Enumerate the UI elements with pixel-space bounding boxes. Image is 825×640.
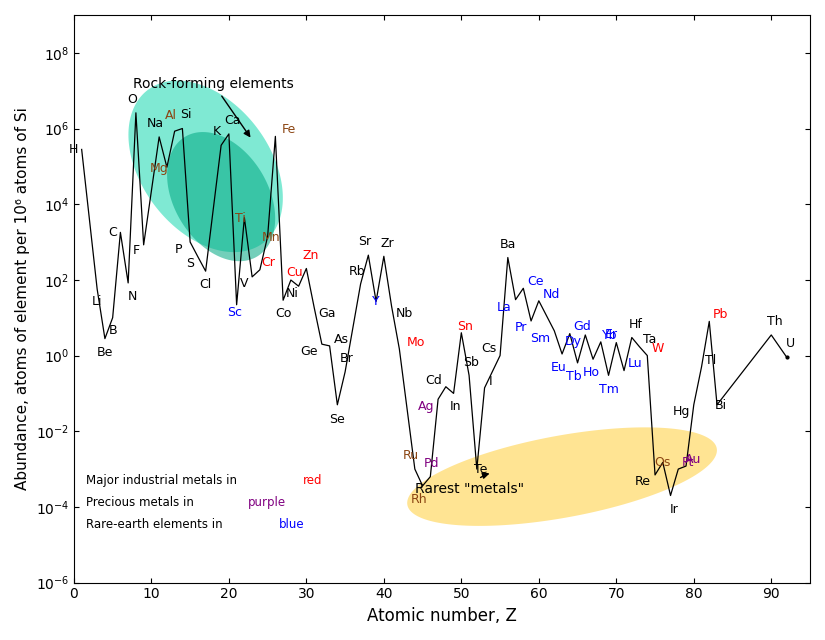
Text: blue: blue — [279, 518, 305, 531]
Text: Precious metals in: Precious metals in — [86, 496, 197, 509]
Text: Tb: Tb — [566, 370, 582, 383]
Text: Cu: Cu — [286, 266, 303, 279]
Text: Dy: Dy — [564, 335, 582, 348]
Text: In: In — [450, 401, 461, 413]
Text: F: F — [133, 244, 139, 257]
Text: Hf: Hf — [629, 318, 643, 331]
Text: Bi: Bi — [714, 399, 727, 412]
Text: Au: Au — [685, 453, 701, 466]
Text: Te: Te — [474, 463, 488, 476]
Text: Rh: Rh — [410, 493, 427, 506]
Text: Ag: Ag — [417, 399, 434, 413]
Text: Mg: Mg — [150, 162, 168, 175]
Text: Ce: Ce — [527, 275, 544, 288]
Text: Sc: Sc — [228, 307, 243, 319]
Text: C: C — [108, 226, 116, 239]
Text: Gd: Gd — [573, 321, 592, 333]
Text: Pr: Pr — [515, 321, 527, 334]
Text: Ta: Ta — [644, 333, 657, 346]
Text: Pb: Pb — [713, 308, 728, 321]
Text: Li: Li — [92, 295, 102, 308]
Text: H: H — [68, 143, 78, 156]
Y-axis label: Abundance, atoms of element per 10⁶ atoms of Si: Abundance, atoms of element per 10⁶ atom… — [15, 108, 30, 490]
Text: Pt: Pt — [682, 456, 695, 469]
Text: Ca: Ca — [224, 114, 241, 127]
Text: Cr: Cr — [262, 257, 276, 269]
Text: Ho: Ho — [583, 366, 600, 379]
Text: K: K — [213, 125, 221, 138]
Text: U: U — [786, 337, 795, 350]
Text: N: N — [127, 290, 137, 303]
Text: Hg: Hg — [672, 405, 690, 418]
X-axis label: Atomic number, Z: Atomic number, Z — [367, 607, 517, 625]
Text: Y: Y — [372, 295, 380, 308]
Text: Si: Si — [181, 108, 192, 121]
Text: Major industrial metals in: Major industrial metals in — [86, 474, 240, 487]
Text: Sm: Sm — [530, 332, 550, 344]
Text: Rock-forming elements: Rock-forming elements — [133, 77, 294, 136]
Text: Na: Na — [147, 117, 164, 131]
Text: Tl: Tl — [705, 354, 717, 367]
Text: Cl: Cl — [200, 278, 212, 291]
Text: Lu: Lu — [628, 358, 643, 371]
Text: Zr: Zr — [381, 237, 394, 250]
Text: Mn: Mn — [262, 231, 281, 244]
Text: Se: Se — [329, 413, 345, 426]
Text: V: V — [240, 278, 248, 291]
Text: Zn: Zn — [302, 249, 318, 262]
Text: Ba: Ba — [500, 237, 516, 251]
Text: Nb: Nb — [395, 307, 412, 320]
Text: Ti: Ti — [235, 212, 246, 225]
Text: As: As — [333, 333, 348, 346]
Text: I: I — [488, 374, 492, 388]
Text: red: red — [303, 474, 322, 487]
Polygon shape — [167, 132, 276, 261]
Text: Ir: Ir — [670, 502, 679, 516]
Text: Rare-earth elements in: Rare-earth elements in — [86, 518, 226, 531]
Text: B: B — [108, 324, 117, 337]
Text: Al: Al — [165, 109, 177, 122]
Text: Pd: Pd — [424, 457, 440, 470]
Text: Ru: Ru — [403, 449, 419, 463]
Text: Cs: Cs — [481, 342, 496, 355]
Text: O: O — [127, 93, 137, 106]
Polygon shape — [129, 81, 283, 252]
Text: Er: Er — [605, 328, 618, 342]
Text: Be: Be — [97, 346, 113, 359]
Text: Re: Re — [635, 476, 651, 488]
Text: Os: Os — [654, 456, 671, 469]
Text: S: S — [186, 257, 194, 270]
Text: Ni: Ni — [286, 287, 299, 300]
Text: Yb: Yb — [602, 330, 618, 342]
Text: Th: Th — [767, 315, 783, 328]
Text: Br: Br — [340, 353, 354, 365]
Text: Nd: Nd — [543, 287, 560, 301]
Text: purple: purple — [248, 496, 286, 509]
Text: Rb: Rb — [348, 264, 365, 278]
Text: W: W — [651, 342, 663, 355]
Text: Ga: Ga — [318, 307, 336, 320]
Text: Sb: Sb — [463, 356, 478, 369]
Text: Co: Co — [275, 307, 291, 320]
Text: Cd: Cd — [425, 374, 442, 387]
Text: Rarest "metals": Rarest "metals" — [414, 473, 524, 496]
Text: Sr: Sr — [358, 236, 371, 248]
Text: Eu: Eu — [550, 361, 566, 374]
Polygon shape — [408, 428, 717, 526]
Text: Sn: Sn — [457, 319, 474, 333]
Text: Ge: Ge — [300, 345, 318, 358]
Text: Tm: Tm — [599, 383, 619, 396]
Text: P: P — [175, 243, 182, 255]
Text: Fe: Fe — [281, 123, 296, 136]
Text: Mo: Mo — [407, 336, 426, 349]
Text: La: La — [497, 301, 512, 314]
